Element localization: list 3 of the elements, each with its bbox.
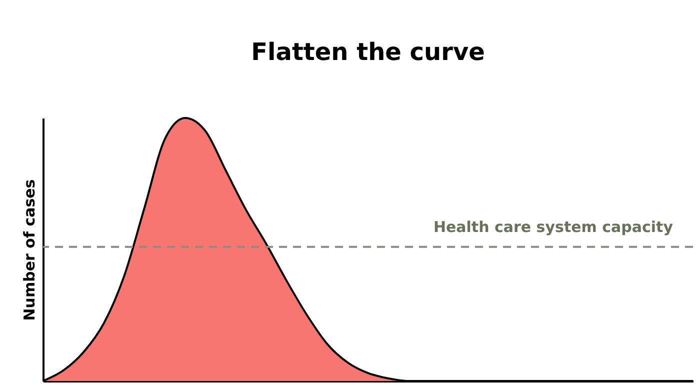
y-axis-title: Number of cases [20,179,38,321]
chart-title: Flatten the curve [251,38,485,66]
ref-line-label: Health care system capacity [433,218,674,236]
